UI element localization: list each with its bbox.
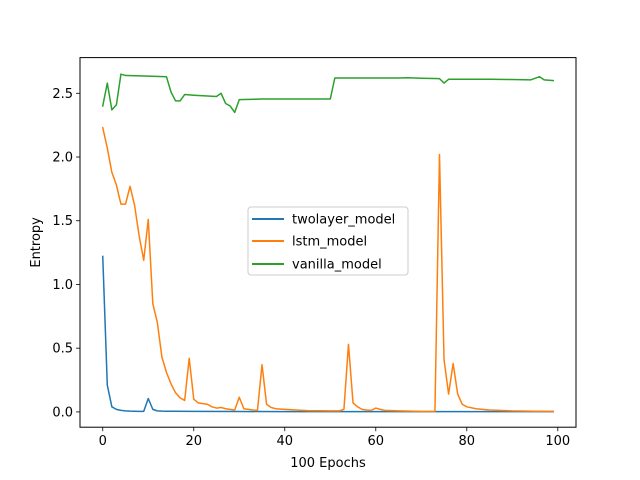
x-axis-label: 100 Epochs	[290, 456, 366, 471]
series-line-vanilla-model	[101, 73, 555, 114]
y-axis-label: Entropy	[29, 217, 44, 268]
y-tick-label: 0.5	[52, 342, 73, 357]
y-tick-label: 1.0	[52, 278, 73, 293]
x-axis-ticks: 0 20 40 60 80 100	[99, 427, 570, 449]
series-line-lstm-model	[101, 126, 555, 413]
legend: twolayer_model lstm_model vanilla_model	[247, 206, 409, 276]
x-tick-label: 80	[459, 434, 476, 449]
y-tick-label: 2.0	[52, 151, 73, 166]
y-axis-ticks: 0.0 0.5 1.0 1.5 2.0 2.5	[52, 87, 80, 420]
legend-label-lstm: lstm_model	[292, 235, 367, 250]
series-line-twolayer-model	[101, 255, 554, 413]
x-tick-label: 40	[276, 434, 293, 449]
legend-label-twolayer: twolayer_model	[292, 213, 395, 228]
legend-box	[247, 206, 409, 276]
legend-label-vanilla: vanilla_model	[292, 258, 382, 273]
x-tick-label: 0	[99, 434, 107, 449]
y-tick-label: 0.0	[52, 405, 73, 420]
x-tick-label: 20	[185, 434, 202, 449]
x-tick-label: 100	[545, 434, 570, 449]
x-tick-label: 60	[368, 434, 385, 449]
plot-frame	[79, 57, 577, 428]
y-tick-label: 2.5	[52, 87, 73, 102]
y-tick-label: 1.5	[52, 214, 73, 229]
plot-lines	[101, 73, 555, 413]
